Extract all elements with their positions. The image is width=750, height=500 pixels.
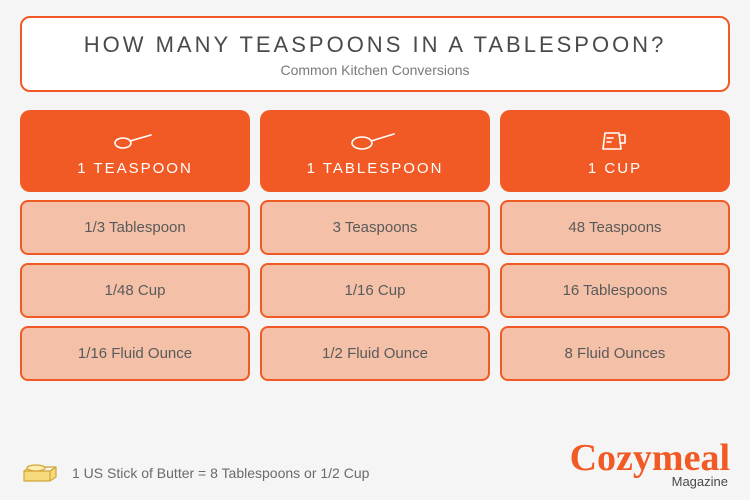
cell: 1/3 Tablespoon [20,200,250,255]
column-header-cup: 1 CUP [500,110,730,192]
butter-note: 1 US Stick of Butter = 8 Tablespoons or … [20,457,369,488]
column-header-tablespoon: 1 TABLESPOON [260,110,490,192]
cell: 1/16 Cup [260,263,490,318]
cell-value: 1/16 Cup [345,282,406,299]
header-box: HOW MANY TEASPOONS IN A TABLESPOON? Comm… [20,16,730,92]
column-label: 1 CUP [588,160,642,177]
cell: 48 Teaspoons [500,200,730,255]
cell-value: 3 Teaspoons [333,219,418,236]
page-subtitle: Common Kitchen Conversions [32,62,718,78]
column-label: 1 TEASPOON [77,160,193,177]
brand-sub: Magazine [672,475,728,488]
column-label: 1 TABLESPOON [307,160,444,177]
butter-note-text: 1 US Stick of Butter = 8 Tablespoons or … [72,465,369,481]
tablespoon-icon [350,126,400,154]
conversion-grid: 1 TEASPOON 1 TABLESPOON 1 CU [20,110,730,381]
butter-icon [20,457,62,488]
cell-value: 1/48 Cup [105,282,166,299]
cell: 1/2 Fluid Ounce [260,326,490,381]
teaspoon-icon [113,126,157,154]
column-header-teaspoon: 1 TEASPOON [20,110,250,192]
cell-value: 8 Fluid Ounces [565,345,666,362]
cell-value: 48 Teaspoons [568,219,661,236]
cell: 1/16 Fluid Ounce [20,326,250,381]
cell: 3 Teaspoons [260,200,490,255]
brand-logo: Cozymeal Magazine [570,439,730,488]
cell-value: 1/2 Fluid Ounce [322,345,428,362]
brand-name: Cozymeal [570,439,730,477]
cell: 1/48 Cup [20,263,250,318]
footer: 1 US Stick of Butter = 8 Tablespoons or … [20,429,730,488]
cell: 16 Tablespoons [500,263,730,318]
page-title: HOW MANY TEASPOONS IN A TABLESPOON? [32,32,718,58]
cell-value: 16 Tablespoons [563,282,668,299]
cup-icon [599,126,631,154]
cell-value: 1/16 Fluid Ounce [78,345,192,362]
cell: 8 Fluid Ounces [500,326,730,381]
cell-value: 1/3 Tablespoon [84,219,185,236]
